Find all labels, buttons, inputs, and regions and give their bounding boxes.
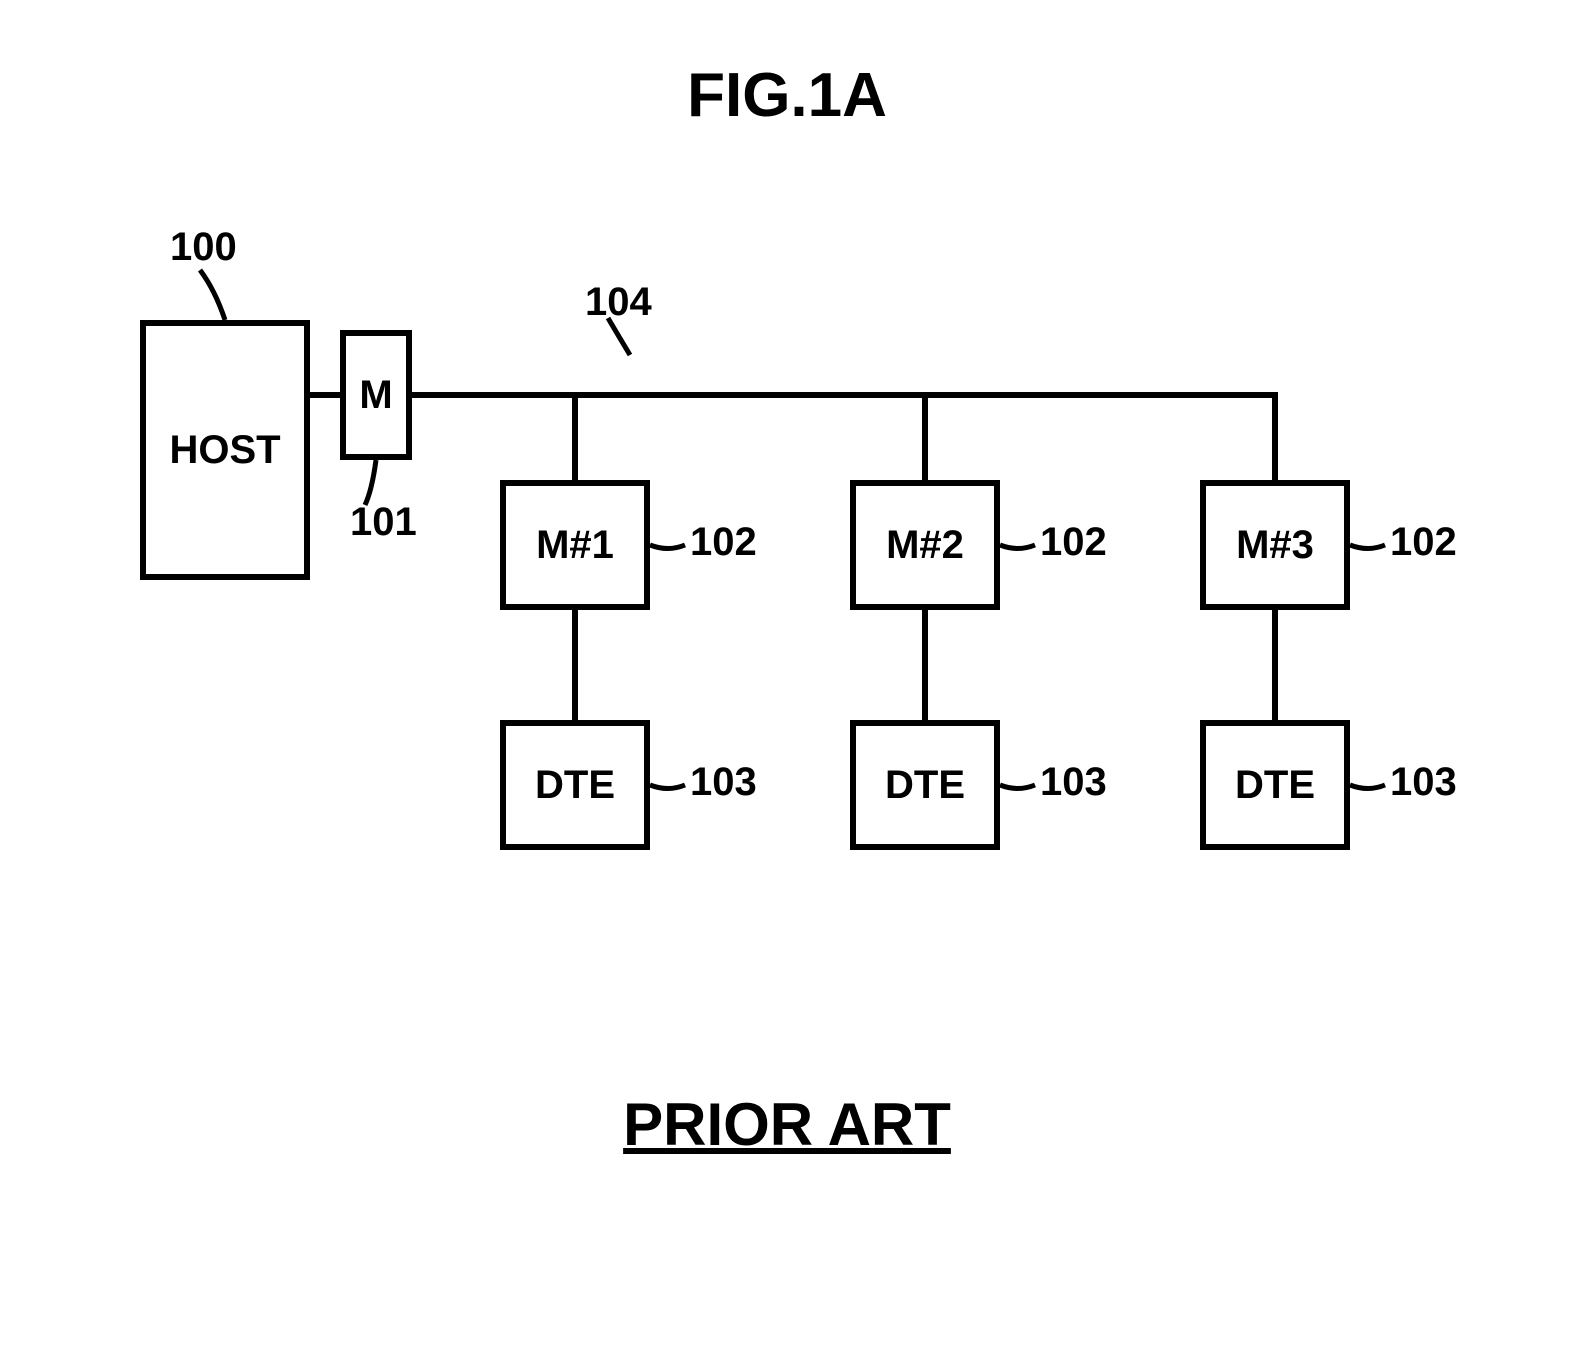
m-label: M: [359, 373, 392, 418]
ref-m1: 102: [690, 520, 757, 565]
m2-box: M#2: [850, 480, 1000, 610]
m3-label: M#3: [1236, 523, 1314, 568]
diagram-canvas: FIG.1A HOST M M#1 M#2 M#3 DTE DTE DTE 10…: [0, 0, 1574, 1354]
dte1-box: DTE: [500, 720, 650, 850]
leader-dte3: [1350, 785, 1385, 789]
dte3-box: DTE: [1200, 720, 1350, 850]
ref-bus: 104: [585, 280, 652, 325]
m2-label: M#2: [886, 523, 964, 568]
ref-m: 101: [350, 500, 417, 545]
leader-m: [365, 460, 376, 505]
dte2-box: DTE: [850, 720, 1000, 850]
m-box: M: [340, 330, 412, 460]
leader-m1: [650, 545, 685, 549]
leader-dte2: [1000, 785, 1035, 789]
leader-m3: [1350, 545, 1385, 549]
ref-m3: 102: [1390, 520, 1457, 565]
m3-box: M#3: [1200, 480, 1350, 610]
leader-m2: [1000, 545, 1035, 549]
dte2-label: DTE: [885, 763, 965, 808]
figure-footer: PRIOR ART: [0, 1090, 1574, 1159]
m1-box: M#1: [500, 480, 650, 610]
figure-title: FIG.1A: [0, 60, 1574, 131]
ref-dte2: 103: [1040, 760, 1107, 805]
m1-label: M#1: [536, 523, 614, 568]
host-box: HOST: [140, 320, 310, 580]
ref-m2: 102: [1040, 520, 1107, 565]
dte3-label: DTE: [1235, 763, 1315, 808]
ref-host: 100: [170, 225, 237, 270]
dte1-label: DTE: [535, 763, 615, 808]
leader-dte1: [650, 785, 685, 789]
leader-host: [200, 270, 225, 320]
ref-dte3: 103: [1390, 760, 1457, 805]
host-label: HOST: [169, 428, 280, 473]
ref-dte1: 103: [690, 760, 757, 805]
